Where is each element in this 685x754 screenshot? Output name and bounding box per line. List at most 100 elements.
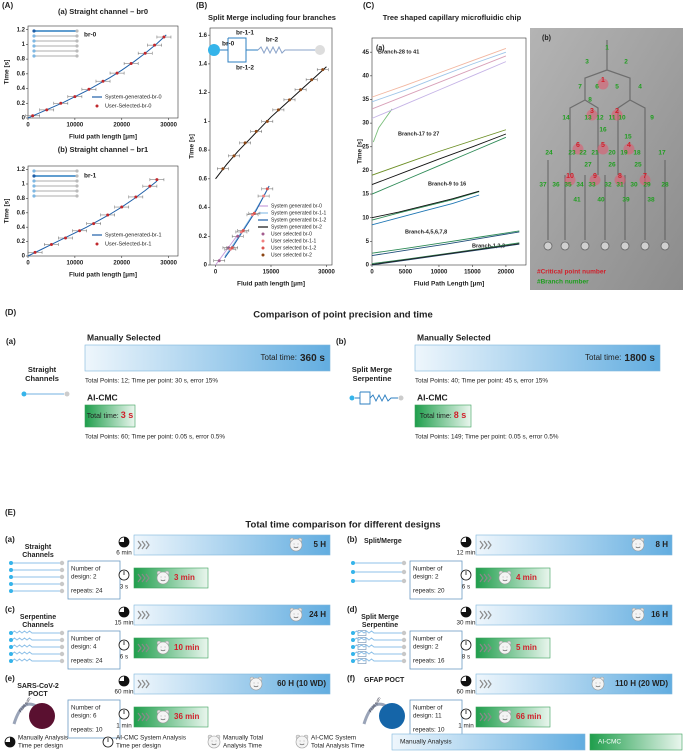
critical-point xyxy=(597,143,609,155)
legend-label: User-Selected-br-0 xyxy=(105,103,151,109)
inset-outlet xyxy=(315,45,325,55)
critical-point-label: 9 xyxy=(593,173,597,180)
data-line xyxy=(371,191,480,221)
branch-number: 19 xyxy=(620,150,628,157)
chevron xyxy=(141,679,146,689)
panel-label: (A) xyxy=(2,1,13,10)
y-tick-label: 1.2 xyxy=(199,90,208,96)
data-line xyxy=(371,230,520,254)
total-label: Total time: xyxy=(261,353,297,362)
channel-icon xyxy=(353,651,402,655)
inlet-icon xyxy=(9,561,13,565)
manual-per-design: 6 min xyxy=(116,550,132,557)
clock-face xyxy=(502,715,508,721)
panel-label: (E) xyxy=(5,508,16,517)
branch-number: 20 xyxy=(608,150,616,157)
outlet-icon xyxy=(59,588,65,594)
chevron xyxy=(145,610,150,620)
legend-label: User-Selected-br-1 xyxy=(105,241,151,247)
data-line xyxy=(372,108,393,143)
branch-number: 27 xyxy=(584,162,592,169)
panel-label: (D) xyxy=(5,308,16,317)
chevron xyxy=(483,643,488,653)
branch-number: 39 xyxy=(622,197,630,204)
branch-number: 3 xyxy=(585,59,589,66)
design-count: design: 2 xyxy=(413,574,439,581)
chevron xyxy=(479,643,484,653)
critical-point xyxy=(586,109,598,121)
critical-point-label: 3 xyxy=(590,108,594,115)
item-name: Split Merge xyxy=(361,614,399,621)
branch-number: 33 xyxy=(588,182,596,189)
data-line xyxy=(371,190,480,219)
data-point xyxy=(310,78,314,82)
clock-icon xyxy=(591,677,605,691)
y-tick-label: 0.4 xyxy=(17,225,26,231)
branch-number: 26 xyxy=(608,162,616,169)
manual-icon-fill xyxy=(461,607,471,617)
x-axis-label: Fluid path length [µm] xyxy=(69,272,137,279)
data-point xyxy=(153,43,157,47)
branch-number: 12 xyxy=(596,115,604,122)
clock-face xyxy=(635,613,641,619)
clock-face xyxy=(293,543,299,549)
inset-outlet xyxy=(75,194,79,198)
critical-point xyxy=(564,174,576,186)
inlet-icon xyxy=(351,645,355,649)
device-pad xyxy=(379,703,405,729)
legend-label: Total Analysis Time xyxy=(311,743,365,750)
chevron xyxy=(479,712,484,722)
ai-per-design: 3 s xyxy=(120,584,128,591)
clock-icon xyxy=(156,710,170,724)
legend-marker xyxy=(261,232,265,236)
data-line xyxy=(371,194,480,226)
item-label: (b) xyxy=(336,337,347,346)
inset-outlet xyxy=(75,184,79,188)
data-point xyxy=(217,259,221,263)
inset-outlet xyxy=(75,34,79,38)
y-tick-label: 1 xyxy=(204,119,208,125)
clock-face xyxy=(299,740,305,746)
channel-icon xyxy=(355,391,398,405)
y-tick-label: 0.2 xyxy=(17,239,26,245)
inlet-icon xyxy=(9,652,13,656)
branch-number: 21 xyxy=(591,150,599,157)
chip-channels xyxy=(547,40,666,240)
ai-total: 10 min xyxy=(174,643,199,652)
manual-bar xyxy=(414,344,661,372)
y-axis-label: Time [s] xyxy=(189,134,196,159)
outlet-icon xyxy=(401,651,407,657)
chip-label: (b) xyxy=(542,35,551,42)
data-point xyxy=(162,35,166,39)
split-icon xyxy=(357,658,367,664)
inlet-icon xyxy=(9,638,13,642)
critical-point-label: 2 xyxy=(615,108,619,115)
ai-bar xyxy=(133,706,209,728)
y-tick-label: 1 xyxy=(22,182,26,188)
x-tick-label: 0 xyxy=(26,123,30,129)
inlet-icon xyxy=(351,652,355,656)
branch-number: 1 xyxy=(605,45,609,52)
chevron xyxy=(141,610,146,620)
chip-outlet xyxy=(640,241,650,251)
item-label: (a) xyxy=(5,535,15,544)
branch-number: 41 xyxy=(573,197,581,204)
ai-stats: Total Points: 149; Time per point: 0.05 … xyxy=(415,434,559,441)
ai-title: AI-CMC xyxy=(417,392,448,402)
branch-number: 9 xyxy=(650,115,654,122)
outlet-icon xyxy=(59,574,65,580)
manual-bar xyxy=(475,604,673,626)
ai-total: 3 min xyxy=(174,573,195,582)
y-tick-label: 0.6 xyxy=(199,176,208,182)
chart-title: Tree shaped capillary microfluidic chip xyxy=(383,13,522,22)
data-point xyxy=(87,87,91,91)
inset-outlet xyxy=(75,44,79,48)
outlet-icon xyxy=(64,391,70,397)
data-point xyxy=(31,114,35,118)
inset-label: br-1-1 xyxy=(236,30,254,37)
item-name: Straight xyxy=(28,365,57,374)
chevron xyxy=(483,679,488,689)
data-point xyxy=(106,213,110,217)
item-name: Channels xyxy=(22,552,54,559)
clock-icon xyxy=(249,677,263,691)
